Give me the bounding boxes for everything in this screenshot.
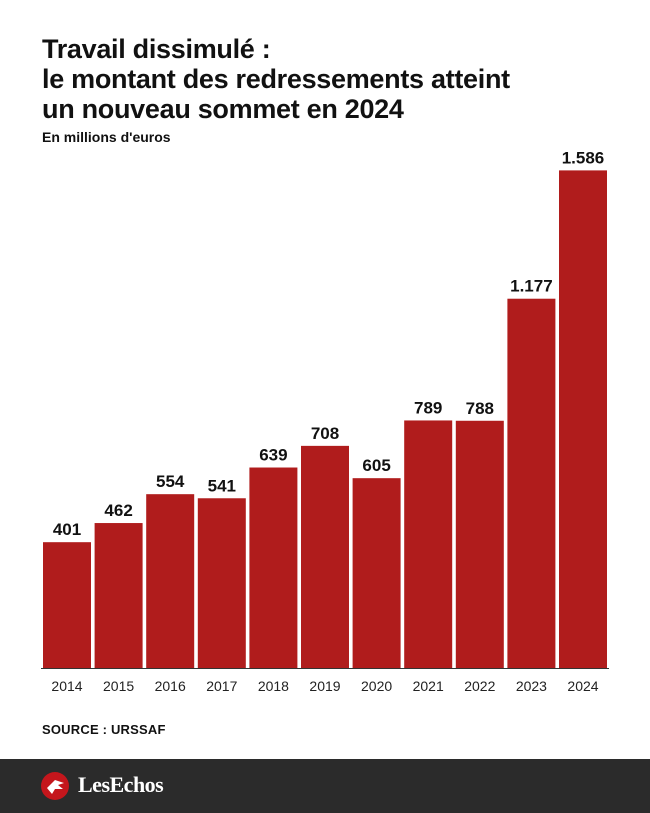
value-label-2019: 708 — [311, 424, 339, 443]
x-tick-label-2023: 2023 — [516, 678, 547, 694]
x-tick-label-2022: 2022 — [464, 678, 495, 694]
bar-2021 — [404, 420, 453, 668]
bar-2023 — [507, 298, 556, 668]
value-label-2017: 541 — [208, 476, 236, 495]
chart-title: Travail dissimulé : le montant des redre… — [42, 34, 622, 124]
value-label-2016: 554 — [156, 472, 185, 491]
value-label-2021: 789 — [414, 398, 442, 417]
x-tick-label-2017: 2017 — [206, 678, 237, 694]
value-label-2018: 639 — [259, 446, 287, 465]
bar-2022 — [455, 420, 504, 668]
x-tick-label-2021: 2021 — [413, 678, 444, 694]
footer-bar: LesEchos — [0, 759, 650, 813]
bar-2016 — [146, 494, 195, 668]
x-tick-label-2016: 2016 — [155, 678, 186, 694]
title-line-3: un nouveau sommet en 2024 — [42, 94, 404, 124]
title-line-2: le montant des redressements atteint — [42, 64, 510, 94]
bar-2015 — [94, 523, 143, 668]
x-tick-label-2014: 2014 — [51, 678, 82, 694]
bar-2017 — [197, 498, 246, 668]
source-note: SOURCE : URSSAF — [42, 722, 166, 737]
value-label-2015: 462 — [104, 501, 132, 520]
les-echos-logo-icon — [41, 772, 69, 800]
chart-subtitle: En millions d'euros — [42, 129, 171, 145]
value-label-2020: 605 — [362, 456, 390, 475]
value-label-2024: 1.586 — [562, 150, 605, 167]
x-tick-label-2024: 2024 — [567, 678, 598, 694]
value-label-2022: 788 — [466, 399, 494, 418]
x-tick-label-2020: 2020 — [361, 678, 392, 694]
brand-name[interactable]: LesEchos — [78, 772, 164, 797]
x-tick-label-2015: 2015 — [103, 678, 134, 694]
bar-2014 — [43, 542, 91, 668]
bar-2019 — [301, 445, 349, 668]
value-label-2023: 1.177 — [510, 277, 553, 296]
bar-2024 — [559, 170, 607, 668]
bar-2020 — [352, 478, 401, 668]
title-line-1: Travail dissimulé : — [42, 34, 271, 64]
bar-2018 — [249, 467, 298, 668]
bar-chart: 401 2014 462 2015 554 2016 541 2017 639 2018 708 20… — [41, 150, 609, 694]
x-tick-label-2019: 2019 — [309, 678, 340, 694]
x-tick-label-2018: 2018 — [258, 678, 289, 694]
value-label-2014: 401 — [53, 520, 81, 539]
